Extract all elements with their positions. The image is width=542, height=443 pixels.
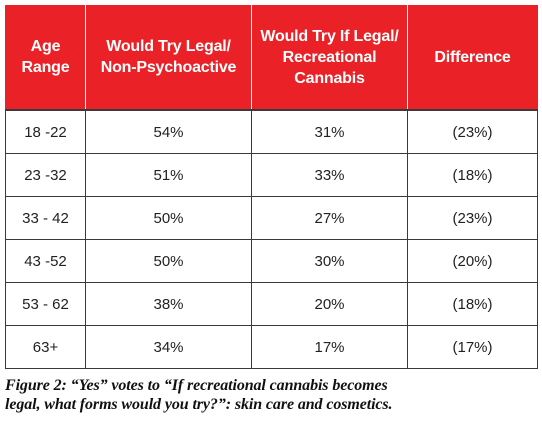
table-row: 63+ 34% 17% (17%) [5, 325, 538, 369]
cell-difference: (18%) [407, 153, 538, 197]
cell-recreational: 27% [251, 196, 408, 240]
cell-difference: (18%) [407, 282, 538, 326]
cell-difference: (23%) [407, 196, 538, 240]
cell-difference: (20%) [407, 239, 538, 283]
cell-age: 53 - 62 [5, 282, 86, 326]
header-age-range-line-1: Age [30, 38, 61, 55]
figure-caption-line-2: legal, what forms would you try?”: skin … [5, 396, 393, 413]
cell-legal: 50% [85, 196, 252, 240]
cell-recreational: 33% [251, 153, 408, 197]
header-would-try-recreational-line-2: Recreational [282, 48, 377, 66]
table-row: 18 -22 54% 31% (23%) [5, 109, 538, 154]
data-table: Age Range Would Try Legal/ Non-Psychoact… [5, 5, 538, 369]
cell-age: 18 -22 [5, 109, 86, 154]
header-would-try-recreational-line-3: Cannabis [294, 69, 365, 87]
cell-legal: 38% [85, 282, 252, 326]
header-would-try-legal: Would Try Legal/ Non-Psychoactive [85, 5, 252, 110]
figure: Age Range Would Try Legal/ Non-Psychoact… [5, 5, 538, 414]
header-would-try-recreational-line-1: Would Try If Legal/ [260, 27, 399, 45]
table-row: 53 - 62 38% 20% (18%) [5, 282, 538, 326]
figure-caption-line-1: Figure 2: “Yes” votes to “If recreationa… [5, 377, 388, 394]
cell-age: 23 -32 [5, 153, 86, 197]
table-row: 43 -52 50% 30% (20%) [5, 239, 538, 283]
header-difference-line-1: Difference [434, 48, 511, 66]
cell-legal: 51% [85, 153, 252, 197]
cell-difference: (23%) [407, 109, 538, 154]
cell-age: 43 -52 [5, 239, 86, 283]
cell-difference: (17%) [407, 325, 538, 369]
header-would-try-legal-line-1: Would Try Legal/ [106, 38, 231, 55]
cell-recreational: 17% [251, 325, 408, 369]
cell-age: 63+ [5, 325, 86, 369]
header-would-try-legal-line-2: Non-Psychoactive [100, 59, 237, 76]
header-age-range: Age Range [5, 5, 86, 110]
header-row: Age Range Would Try Legal/ Non-Psychoact… [5, 5, 538, 110]
header-would-try-recreational: Would Try If Legal/ Recreational Cannabi… [251, 5, 408, 110]
cell-legal: 34% [85, 325, 252, 369]
table-row: 23 -32 51% 33% (18%) [5, 153, 538, 197]
header-age-range-line-2: Range [21, 59, 70, 76]
cell-recreational: 31% [251, 109, 408, 154]
table-row: 33 - 42 50% 27% (23%) [5, 196, 538, 240]
cell-legal: 54% [85, 109, 252, 154]
figure-caption: Figure 2: “Yes” votes to “If recreationa… [5, 376, 537, 414]
cell-recreational: 20% [251, 282, 408, 326]
cell-legal: 50% [85, 239, 252, 283]
cell-age: 33 - 42 [5, 196, 86, 240]
header-difference: Difference [407, 5, 538, 110]
cell-recreational: 30% [251, 239, 408, 283]
